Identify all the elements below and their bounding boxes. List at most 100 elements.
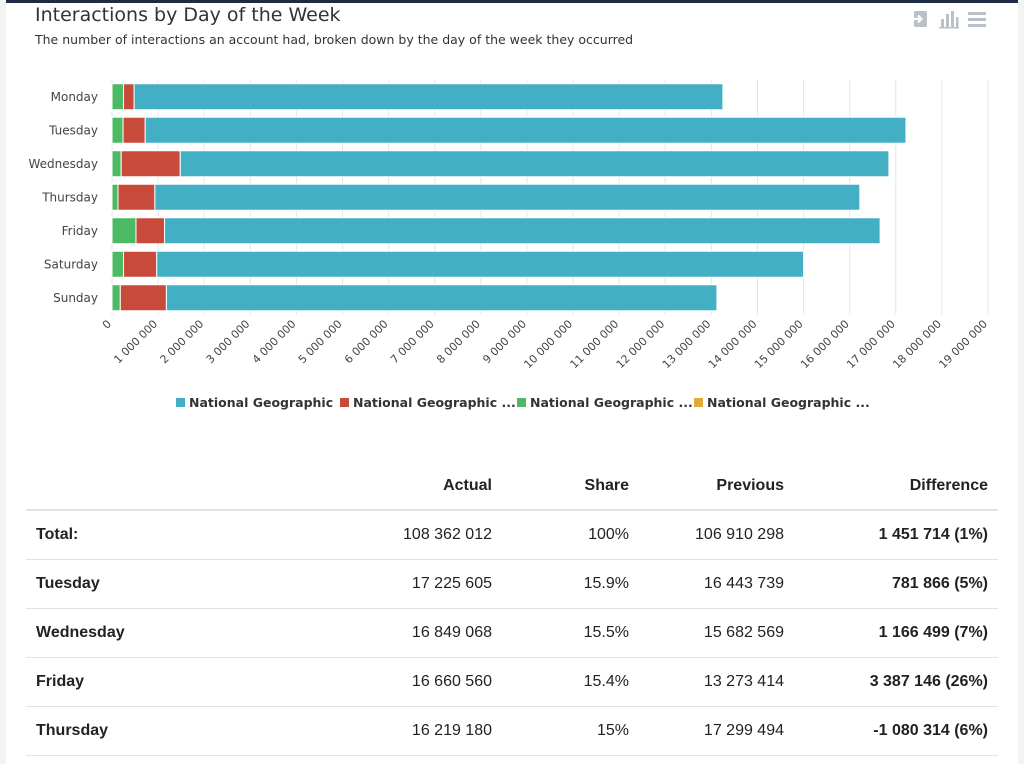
chart-title: Interactions by Day of the Week: [35, 4, 341, 26]
cell-actual: 108 362 012: [276, 510, 502, 560]
bar-segment[interactable]: [133, 83, 724, 111]
export-icon[interactable]: [910, 8, 932, 30]
x-tick-label: 16 000 000: [798, 317, 852, 371]
bar-segment[interactable]: [117, 183, 156, 211]
bar-segment[interactable]: [135, 217, 166, 245]
bar-segment[interactable]: [154, 183, 861, 211]
x-tick-label: 15 000 000: [752, 317, 806, 371]
bars: [111, 83, 907, 312]
cell-difference: 3 387 146 (26%): [794, 657, 998, 707]
legend-item[interactable]: National Geographic: [176, 395, 333, 410]
col-header-difference[interactable]: Difference: [794, 462, 998, 511]
category-label: Saturday: [44, 257, 98, 271]
cell-difference: 1 166 499 (7%): [794, 608, 998, 658]
x-tick-label: 8 000 000: [434, 317, 483, 366]
bar-segment[interactable]: [123, 83, 135, 111]
legend-item[interactable]: National Geographic ...: [340, 395, 516, 410]
legend: National Geographic National Geographic .…: [176, 395, 870, 410]
row-label: Friday: [26, 657, 276, 707]
stats-table: Actual Share Previous Difference Total: 1…: [26, 462, 998, 756]
legend-swatch: [694, 398, 703, 407]
top-border: [0, 0, 1024, 3]
legend-swatch: [176, 398, 185, 407]
bar-segment[interactable]: [111, 150, 122, 178]
row-label: Thursday: [26, 706, 276, 756]
category-label: Monday: [51, 90, 98, 104]
category-label: Sunday: [53, 291, 98, 305]
chart-subtitle: The number of interactions an account ha…: [35, 32, 634, 47]
bar-segment[interactable]: [111, 183, 119, 211]
x-tick-label: 2 000 000: [158, 317, 207, 366]
legend-label: National Geographic: [189, 395, 333, 410]
col-header-previous[interactable]: Previous: [639, 462, 794, 511]
table-row: Wednesday 16 849 068 15.5% 15 682 569 1 166 …: [26, 608, 998, 658]
col-header-share[interactable]: Share: [502, 462, 639, 511]
bar-segment[interactable]: [122, 116, 146, 144]
cell-previous: 16 443 739: [639, 559, 794, 609]
menu-icon[interactable]: [966, 8, 988, 30]
bar-segment[interactable]: [111, 284, 121, 312]
x-tick-label: 1 000 000: [111, 317, 160, 366]
cell-difference: 781 866 (5%): [794, 559, 998, 609]
x-tick-label: 19 000 000: [936, 317, 990, 371]
x-tick-label: 12 000 000: [614, 317, 668, 371]
category-label: Friday: [62, 224, 98, 238]
bar-segment[interactable]: [165, 284, 718, 312]
legend-swatch: [517, 398, 526, 407]
legend-label: National Geographic ...: [530, 395, 693, 410]
bar-segment[interactable]: [111, 116, 124, 144]
x-tick-label: 11 000 000: [568, 317, 622, 371]
cell-share: 15.5%: [502, 608, 639, 658]
bar-segment[interactable]: [123, 250, 158, 278]
table-row: Friday 16 660 560 15.4% 13 273 414 3 387 146…: [26, 657, 998, 707]
bar-segment[interactable]: [144, 116, 907, 144]
category-label: Tuesday: [48, 123, 98, 137]
table-row: Tuesday 17 225 605 15.9% 16 443 739 781 866 …: [26, 559, 998, 609]
x-tick-label: 17 000 000: [844, 317, 898, 371]
category-label: Wednesday: [29, 157, 98, 171]
x-tick-label: 4 000 000: [250, 317, 299, 366]
x-tick-label: 18 000 000: [890, 317, 944, 371]
row-label: Total:: [26, 510, 276, 560]
bar-segment[interactable]: [120, 150, 181, 178]
cell-share: 15.9%: [502, 559, 639, 609]
legend-item[interactable]: National Geographic ...: [517, 395, 693, 410]
bar-segment[interactable]: [111, 83, 125, 111]
cell-previous: 15 682 569: [639, 608, 794, 658]
bar-segment[interactable]: [164, 217, 881, 245]
x-tick-label: 7 000 000: [388, 317, 437, 366]
bar-segment[interactable]: [119, 284, 167, 312]
cell-actual: 16 849 068: [276, 608, 502, 658]
bar-segment[interactable]: [179, 150, 890, 178]
col-header-actual[interactable]: Actual: [276, 462, 502, 511]
cell-previous: 13 273 414: [639, 657, 794, 707]
x-tick-label: 14 000 000: [706, 317, 760, 371]
cell-difference: -1 080 314 (6%): [794, 706, 998, 756]
legend-label: National Geographic ...: [707, 395, 870, 410]
legend-swatch: [340, 398, 349, 407]
x-tick-label: 0: [100, 317, 114, 331]
cell-previous: 17 299 494: [639, 706, 794, 756]
row-label: Wednesday: [26, 608, 276, 658]
cell-previous: 106 910 298: [639, 510, 794, 560]
right-gutter: [1018, 0, 1024, 764]
col-header-label: [26, 462, 276, 511]
cell-share: 15.4%: [502, 657, 639, 707]
stacked-bar-chart: Monday Tuesday Wednesday Thursday Friday Satu…: [29, 80, 990, 410]
x-tick-label: 13 000 000: [660, 317, 714, 371]
legend-item[interactable]: National Geographic ...: [694, 395, 870, 410]
bar-segment[interactable]: [111, 217, 137, 245]
table-row: Thursday 16 219 180 15% 17 299 494 -1 080 31…: [26, 706, 998, 756]
x-tick-label: 10 000 000: [521, 317, 575, 371]
table-row: Total: 108 362 012 100% 106 910 298 1 451 71…: [26, 510, 998, 560]
cell-difference: 1 451 714 (1%): [794, 510, 998, 560]
legend-label: National Geographic ...: [353, 395, 516, 410]
bar-segment[interactable]: [156, 250, 805, 278]
cell-actual: 16 219 180: [276, 706, 502, 756]
x-tick-label: 6 000 000: [342, 317, 391, 366]
left-gutter: [0, 0, 6, 764]
bar-chart-icon[interactable]: [938, 8, 960, 30]
x-tick-label: 9 000 000: [480, 317, 529, 366]
bar-segment[interactable]: [111, 250, 125, 278]
